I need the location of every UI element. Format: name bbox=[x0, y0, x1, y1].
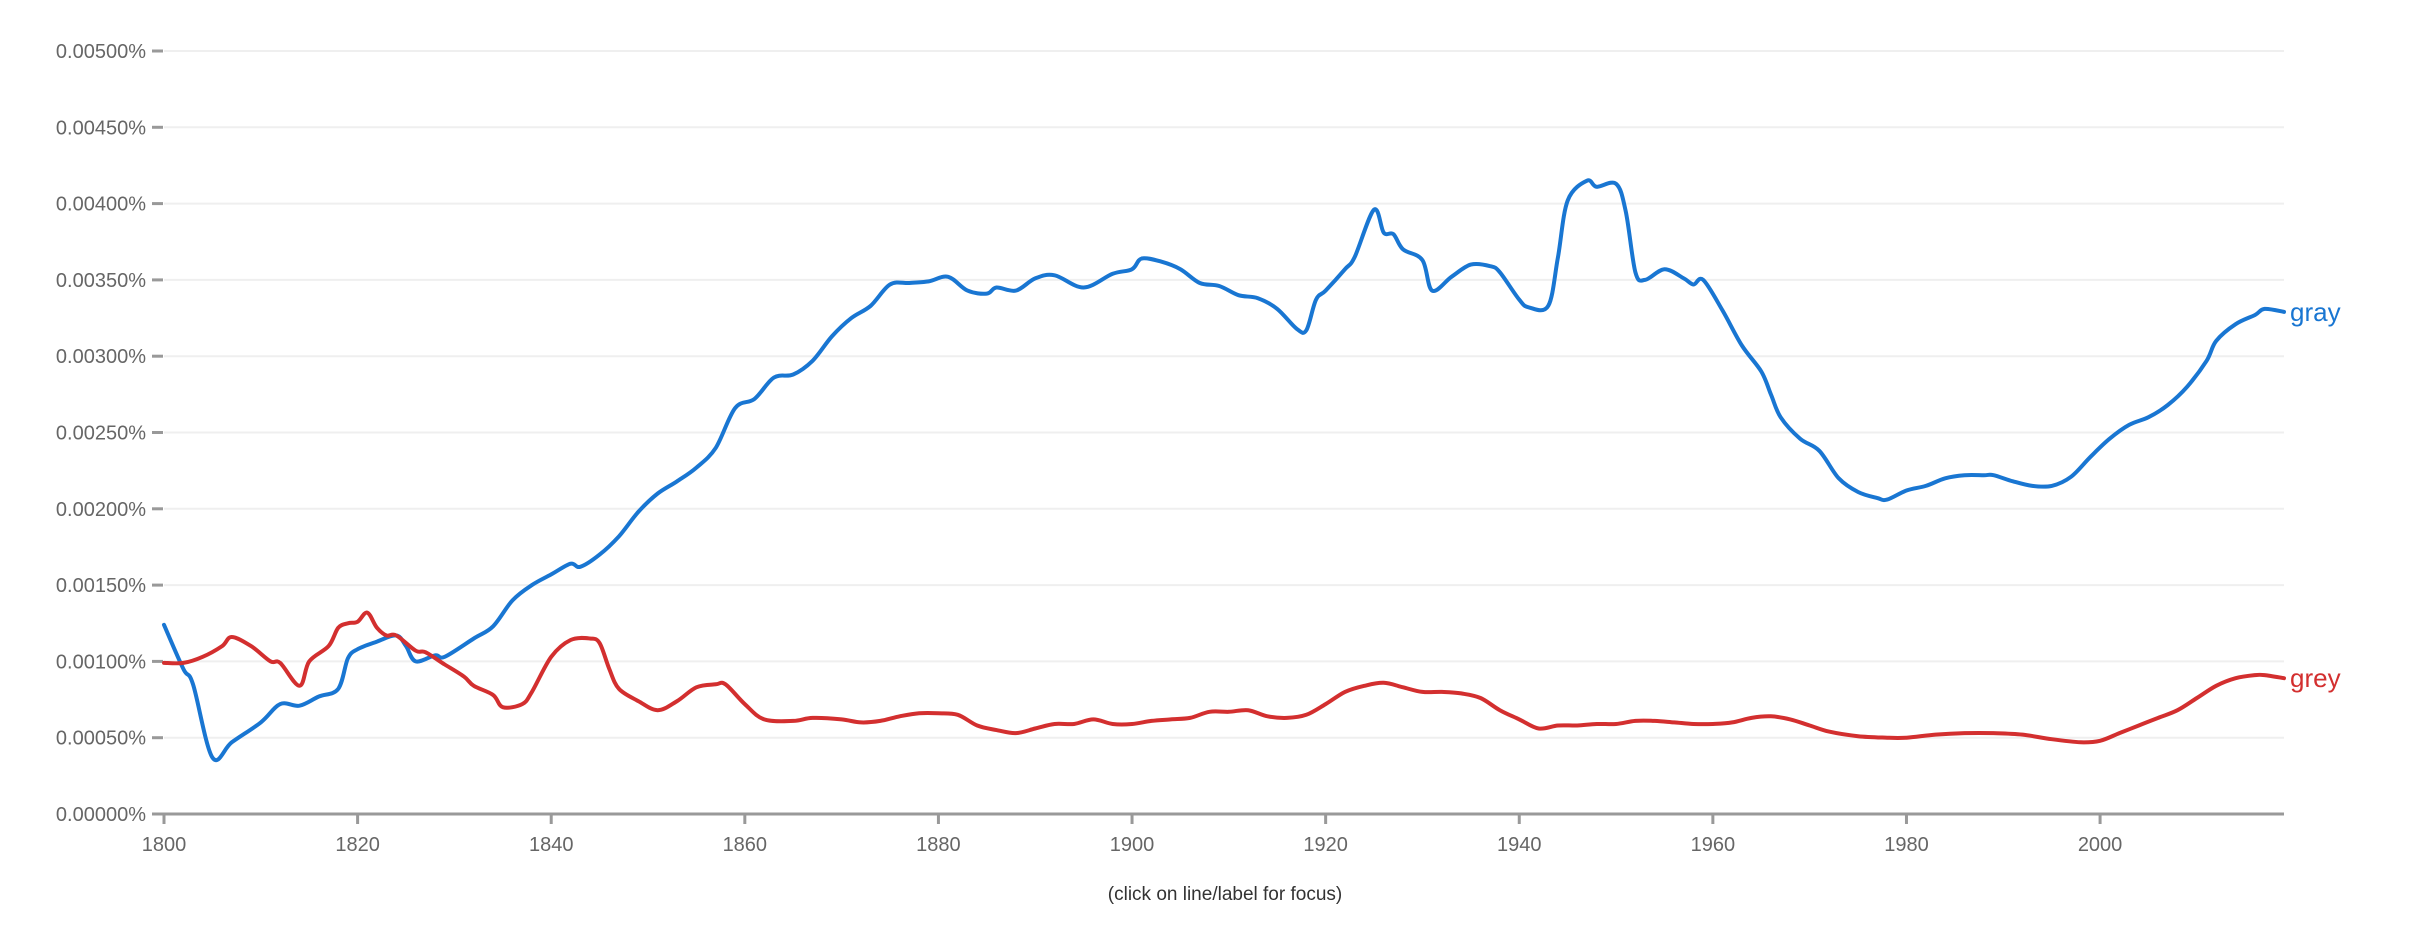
x-tick-label: 1820 bbox=[335, 834, 380, 856]
y-tick-label: 0.00200% bbox=[56, 499, 146, 521]
x-tick-label: 2000 bbox=[2078, 834, 2123, 856]
y-tick-label: 0.00450% bbox=[56, 117, 146, 139]
x-tick-label: 1880 bbox=[916, 834, 961, 856]
x-tick-label: 1920 bbox=[1303, 834, 1348, 856]
x-tick-label: 1840 bbox=[529, 834, 574, 856]
y-tick-label: 0.00400% bbox=[56, 194, 146, 216]
y-tick-label: 0.00250% bbox=[56, 423, 146, 445]
series-label-grey[interactable]: grey bbox=[2290, 663, 2341, 693]
y-tick-label: 0.00050% bbox=[56, 728, 146, 750]
x-axis: 1800 1820 1840 1860 1880 1900 1920 1940 1960 1980… bbox=[142, 812, 2284, 856]
y-tick-label: 0.00150% bbox=[56, 575, 146, 597]
series-labels[interactable]: gray grey bbox=[2290, 297, 2341, 693]
series-line-grey[interactable] bbox=[162, 610, 2286, 745]
y-tick-label: 0.00300% bbox=[56, 346, 146, 368]
series-line-gray[interactable] bbox=[162, 178, 2286, 763]
focus-hint: (click on line/label for focus) bbox=[1107, 884, 1343, 905]
x-tick-label: 1940 bbox=[1497, 834, 1542, 856]
x-tick-label: 1980 bbox=[1884, 834, 1929, 856]
y-tick-label: 0.00000% bbox=[56, 804, 146, 826]
x-tick-label: 1960 bbox=[1691, 834, 1736, 856]
series-lines[interactable] bbox=[162, 178, 2286, 763]
series-label-gray[interactable]: gray bbox=[2290, 297, 2341, 327]
x-tick-label: 1800 bbox=[142, 834, 187, 856]
x-tick-label: 1900 bbox=[1110, 834, 1155, 856]
gridlines bbox=[164, 50, 2284, 739]
y-tick-label: 0.00350% bbox=[56, 270, 146, 292]
y-tick-label: 0.00500% bbox=[56, 41, 146, 63]
x-tick-label: 1860 bbox=[723, 834, 768, 856]
y-axis: 0.00000% 0.00050% 0.00100% 0.00150% 0.00200%… bbox=[56, 41, 163, 826]
y-tick-label: 0.00100% bbox=[56, 651, 146, 673]
